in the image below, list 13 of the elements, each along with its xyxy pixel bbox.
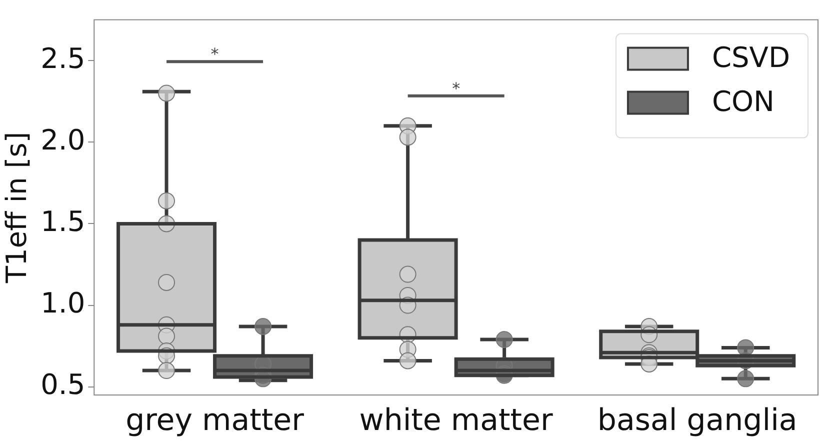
x-tick-label: white matter — [359, 402, 554, 438]
y-tick-label: 2.0 — [40, 123, 86, 156]
legend-label: CSVD — [712, 41, 790, 74]
y-axis-title: T1eff in [s] — [0, 132, 34, 284]
y-tick-label: 2.5 — [40, 42, 86, 75]
annotation: * — [452, 78, 460, 98]
x-tick-label: basal ganglia — [597, 402, 798, 438]
legend-label: CON — [712, 85, 775, 118]
annotation: * — [210, 44, 219, 64]
x-tick-label: grey matter — [126, 402, 305, 438]
y-tick-label: 0.5 — [40, 368, 86, 402]
y-tick-label: 1.0 — [40, 286, 86, 320]
y-tick-label: 1.5 — [40, 204, 86, 238]
